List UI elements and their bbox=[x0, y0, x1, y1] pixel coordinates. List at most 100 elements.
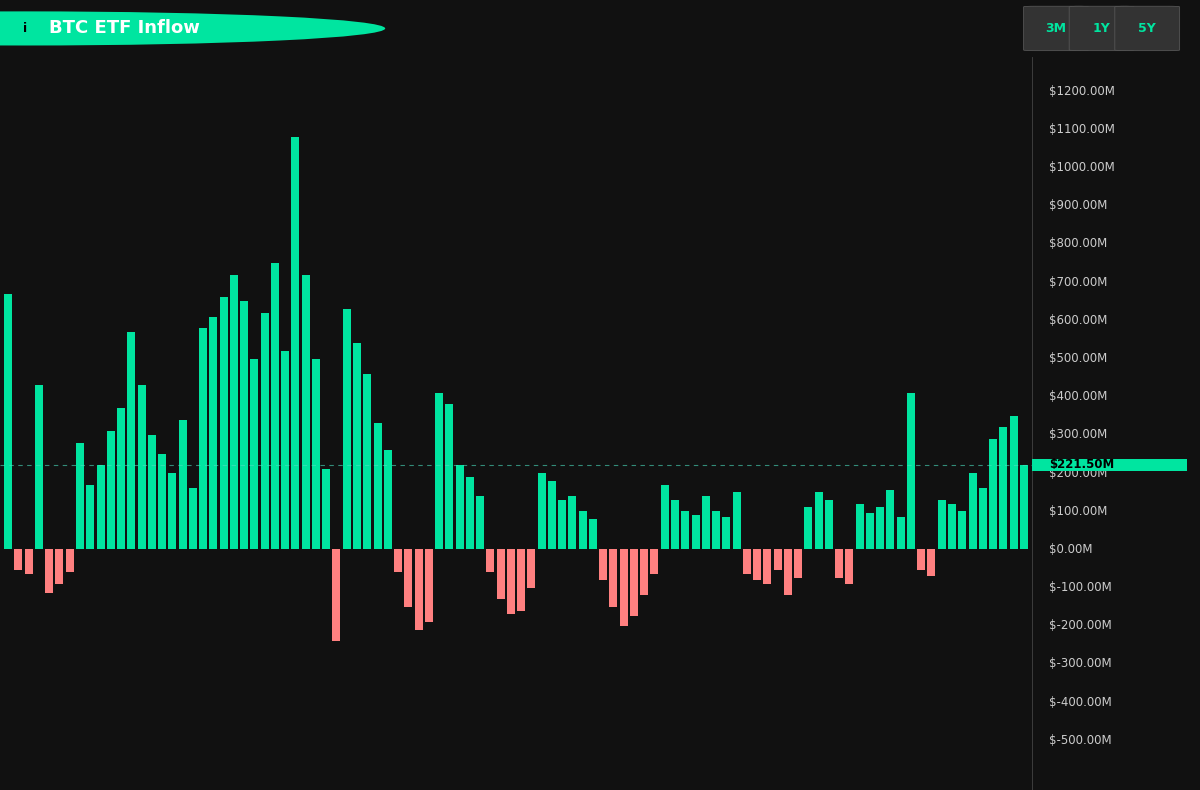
Bar bbox=[907, 393, 914, 550]
Bar bbox=[118, 408, 125, 550]
Bar bbox=[35, 386, 43, 550]
Bar bbox=[168, 473, 176, 550]
Bar bbox=[76, 442, 84, 550]
FancyBboxPatch shape bbox=[1069, 6, 1134, 51]
Bar bbox=[527, 550, 535, 588]
Bar bbox=[323, 469, 330, 550]
Bar bbox=[373, 423, 382, 550]
Bar bbox=[281, 351, 289, 550]
Bar bbox=[1009, 416, 1018, 550]
Bar bbox=[148, 435, 156, 550]
Bar bbox=[702, 496, 709, 550]
Text: $100.00M: $100.00M bbox=[1049, 505, 1108, 517]
Bar bbox=[271, 263, 278, 550]
Bar bbox=[292, 137, 300, 550]
Bar bbox=[558, 500, 566, 550]
Bar bbox=[394, 550, 402, 572]
Text: 5Y: 5Y bbox=[1139, 22, 1156, 35]
Bar bbox=[1000, 427, 1007, 550]
Bar bbox=[804, 507, 812, 550]
Bar bbox=[682, 511, 689, 550]
Bar bbox=[569, 496, 576, 550]
Bar bbox=[671, 500, 679, 550]
Bar bbox=[343, 309, 350, 550]
Bar bbox=[158, 454, 166, 550]
Bar bbox=[384, 450, 391, 550]
Text: $1000.00M: $1000.00M bbox=[1049, 161, 1115, 174]
Text: $221.50M: $221.50M bbox=[1049, 458, 1114, 472]
Bar bbox=[127, 332, 136, 550]
Bar bbox=[774, 550, 781, 570]
Bar bbox=[240, 301, 248, 550]
Bar bbox=[66, 550, 73, 572]
Text: 1Y: 1Y bbox=[1093, 22, 1110, 35]
Text: $-200.00M: $-200.00M bbox=[1049, 619, 1111, 632]
Bar bbox=[784, 550, 792, 596]
Text: i: i bbox=[23, 22, 28, 35]
Bar bbox=[722, 517, 731, 550]
Bar bbox=[414, 550, 422, 630]
Bar bbox=[46, 550, 53, 593]
Bar bbox=[589, 519, 596, 550]
Text: $700.00M: $700.00M bbox=[1049, 276, 1108, 288]
Bar bbox=[5, 294, 12, 550]
Bar bbox=[312, 359, 320, 550]
Bar bbox=[436, 393, 443, 550]
Bar bbox=[138, 386, 145, 550]
Text: $1100.00M: $1100.00M bbox=[1049, 123, 1115, 136]
Bar bbox=[456, 465, 463, 550]
Bar bbox=[476, 496, 484, 550]
Bar bbox=[937, 500, 946, 550]
Bar bbox=[824, 500, 833, 550]
Text: $900.00M: $900.00M bbox=[1049, 199, 1108, 213]
Bar bbox=[220, 297, 228, 550]
Bar bbox=[959, 511, 966, 550]
Bar bbox=[353, 343, 361, 550]
Text: $300.00M: $300.00M bbox=[1049, 428, 1108, 442]
Bar bbox=[917, 550, 925, 570]
Bar bbox=[578, 511, 587, 550]
Text: $800.00M: $800.00M bbox=[1049, 238, 1108, 250]
Bar bbox=[691, 515, 700, 550]
Bar bbox=[896, 517, 905, 550]
Bar bbox=[1020, 465, 1027, 550]
Bar bbox=[25, 550, 32, 574]
Bar bbox=[743, 550, 751, 574]
Bar bbox=[979, 488, 986, 550]
Bar bbox=[301, 274, 310, 550]
Bar bbox=[260, 313, 269, 550]
Text: $500.00M: $500.00M bbox=[1049, 352, 1108, 365]
Bar bbox=[179, 419, 187, 550]
FancyBboxPatch shape bbox=[1024, 6, 1088, 51]
Text: $-400.00M: $-400.00M bbox=[1049, 696, 1111, 709]
Bar bbox=[794, 550, 802, 578]
Bar bbox=[989, 438, 997, 550]
Bar bbox=[230, 274, 238, 550]
Bar bbox=[712, 511, 720, 550]
Text: $600.00M: $600.00M bbox=[1049, 314, 1108, 327]
Bar bbox=[948, 504, 956, 550]
Bar bbox=[96, 465, 104, 550]
Bar bbox=[856, 504, 864, 550]
Bar bbox=[55, 550, 64, 584]
Bar bbox=[876, 507, 884, 550]
FancyBboxPatch shape bbox=[1115, 6, 1180, 51]
Text: $1200.00M: $1200.00M bbox=[1049, 85, 1115, 98]
Bar bbox=[610, 550, 618, 607]
Bar bbox=[968, 473, 977, 550]
Bar bbox=[630, 550, 638, 616]
Bar bbox=[425, 550, 433, 622]
Bar bbox=[209, 317, 217, 550]
Bar bbox=[517, 550, 526, 611]
Bar bbox=[486, 550, 494, 572]
Circle shape bbox=[0, 11, 385, 46]
Bar bbox=[599, 550, 607, 580]
Text: $-100.00M: $-100.00M bbox=[1049, 581, 1111, 594]
Bar bbox=[506, 550, 515, 615]
Bar bbox=[661, 484, 668, 550]
Bar bbox=[188, 488, 197, 550]
Bar bbox=[14, 550, 23, 570]
Bar bbox=[928, 550, 936, 576]
Bar bbox=[497, 550, 505, 599]
Bar bbox=[845, 550, 853, 584]
